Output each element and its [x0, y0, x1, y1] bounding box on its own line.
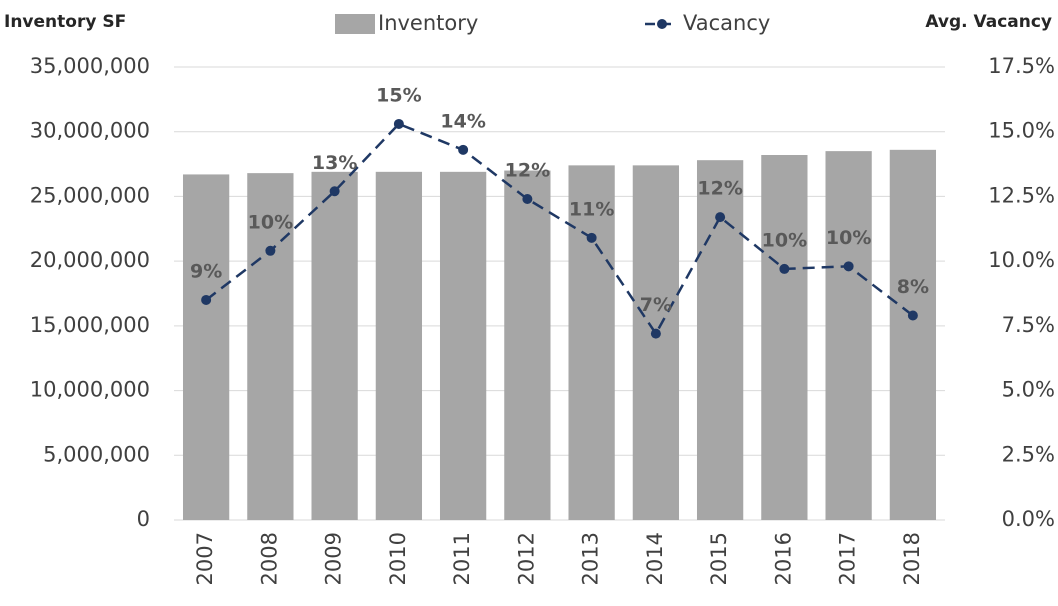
- y-tick-label: 20,000,000: [30, 248, 150, 272]
- vacancy-point: [458, 144, 469, 155]
- y-tick-label: 30,000,000: [30, 119, 150, 143]
- vacancy-point: [393, 118, 404, 129]
- x-tick-label: 2011: [450, 532, 474, 585]
- y-axis-title: Inventory SF: [4, 12, 126, 32]
- y-tick-label: 5,000,000: [43, 442, 150, 466]
- vacancy-line: [205, 122, 914, 337]
- legend-label: Vacancy: [683, 11, 770, 35]
- data-label: 7%: [640, 294, 672, 316]
- legend-label: Inventory: [378, 11, 478, 35]
- bar: [889, 149, 937, 520]
- x-tick-label: 2009: [322, 532, 346, 585]
- bar: [247, 173, 294, 521]
- data-label: 8%: [897, 276, 929, 298]
- data-label: 10%: [826, 227, 871, 249]
- bar: [439, 171, 487, 520]
- x-tick-label: 2016: [771, 532, 795, 585]
- y2-tick-label: 7.5%: [1002, 313, 1055, 337]
- bar: [182, 174, 230, 520]
- bar: [632, 165, 680, 520]
- data-label: 12%: [505, 160, 550, 182]
- vacancy-point: [843, 261, 854, 272]
- data-label: 15%: [376, 84, 421, 106]
- data-label: 13%: [312, 152, 357, 174]
- y-tick-label: 15,000,000: [30, 313, 150, 337]
- x-tick-label: 2014: [643, 532, 667, 585]
- x-tick-label: 2017: [836, 532, 860, 585]
- vacancy-point: [907, 310, 918, 321]
- y2-tick-label: 12.5%: [988, 183, 1055, 207]
- bar: [825, 151, 872, 520]
- y2-tick-label: 15.0%: [988, 119, 1055, 143]
- x-tick-label: 2012: [514, 532, 538, 585]
- y-tick-label: 0: [137, 507, 150, 531]
- x-tick-label: 2018: [900, 532, 924, 585]
- data-label: 11%: [569, 198, 614, 220]
- vacancy-point: [715, 212, 726, 223]
- vacancy-point: [201, 294, 212, 305]
- bar: [311, 171, 358, 520]
- x-tick-label: 2015: [707, 532, 731, 585]
- vacancy-point: [586, 232, 597, 243]
- vacancy-point: [329, 186, 340, 197]
- x-tick-label: 2013: [579, 532, 603, 585]
- bar: [761, 155, 808, 521]
- bar: [504, 170, 551, 521]
- vacancy-point: [650, 328, 661, 339]
- vacancy-point: [522, 194, 533, 205]
- data-label: 14%: [440, 110, 485, 132]
- y2-tick-label: 17.5%: [988, 54, 1055, 78]
- y2-tick-label: 0.0%: [1002, 507, 1055, 531]
- vacancy-point: [779, 263, 790, 274]
- x-tick-label: 2007: [193, 532, 217, 585]
- data-label: 12%: [697, 178, 742, 200]
- vacancy-point: [265, 245, 276, 256]
- y-tick-label: 35,000,000: [30, 54, 150, 78]
- data-label: 10%: [248, 211, 293, 233]
- y2-axis-title: Avg. Vacancy: [925, 12, 1052, 32]
- bar: [375, 171, 423, 520]
- bar: [568, 165, 615, 520]
- y-tick-label: 10,000,000: [30, 378, 150, 402]
- y2-tick-label: 10.0%: [988, 248, 1055, 272]
- x-tick-label: 2008: [257, 532, 281, 585]
- legend-swatch: [335, 14, 375, 34]
- y2-tick-label: 2.5%: [1002, 442, 1055, 466]
- y2-tick-label: 5.0%: [1002, 378, 1055, 402]
- data-label: 9%: [190, 260, 222, 282]
- data-label: 10%: [762, 229, 807, 251]
- y-tick-label: 25,000,000: [30, 183, 150, 207]
- legend-marker: [657, 19, 667, 29]
- x-tick-label: 2010: [386, 532, 410, 585]
